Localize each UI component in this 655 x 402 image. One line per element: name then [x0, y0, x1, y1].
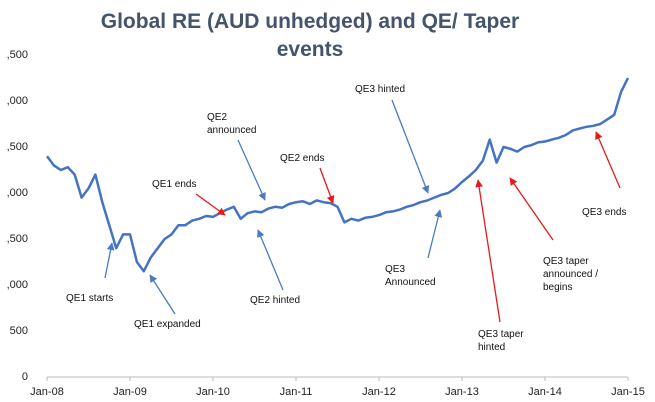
annotation-arrow — [104, 242, 115, 279]
x-tick-label: Jan-14 — [528, 386, 562, 398]
annotation: QE3 taper announced / begins — [543, 256, 599, 293]
x-tick-label: Jan-08 — [30, 386, 64, 398]
x-tick-label: Jan-10 — [196, 386, 230, 398]
chart-title: Global RE (AUD unhedged) and QE/ Taper e… — [100, 10, 520, 61]
annotation: QE1 starts — [66, 293, 114, 304]
annotation: QE3 Announced — [385, 264, 436, 288]
y-tick-label: ,000 — [7, 187, 28, 199]
series-line — [46, 77, 630, 273]
annotation: QE3 hinted — [355, 84, 406, 95]
annotation-arrow — [237, 139, 266, 201]
y-tick-label: 500 — [10, 325, 28, 337]
y-tick-label: ,000 — [7, 95, 28, 107]
y-tick-label: ,500 — [7, 141, 28, 153]
annotation: QE2 ends — [280, 153, 325, 164]
annotation-arrow — [195, 193, 226, 216]
annotation-arrow — [319, 167, 335, 204]
annotation-arrow — [149, 274, 176, 315]
y-tick-label: ,000 — [7, 279, 28, 291]
annotation-arrow — [509, 177, 554, 241]
annotation-arrow — [595, 131, 621, 189]
annotation-arrow — [427, 209, 443, 259]
y-tick-label: ,500 — [7, 49, 28, 61]
annotation: QE2 announced — [207, 112, 257, 136]
annotation-arrow — [391, 99, 430, 194]
annotation: QE2 hinted — [250, 295, 301, 306]
y-tick-label: ,500 — [7, 233, 28, 245]
annotation: QE3 taper hinted — [478, 329, 524, 353]
x-tick-label: Jan-13 — [445, 386, 479, 398]
annotation: QE3 ends — [582, 207, 627, 218]
x-tick-label: Jan-09 — [113, 386, 147, 398]
annotation: QE1 ends — [152, 179, 197, 190]
x-tick-label: Jan-15 — [611, 386, 645, 398]
x-tick-label: Jan-11 — [280, 386, 313, 398]
annotation-arrow — [475, 179, 501, 323]
y-tick-label: 0 — [22, 371, 28, 383]
annotation-arrow — [257, 229, 284, 291]
annotation: QE1 expanded — [134, 319, 201, 330]
x-tick-label: Jan-12 — [362, 386, 396, 398]
